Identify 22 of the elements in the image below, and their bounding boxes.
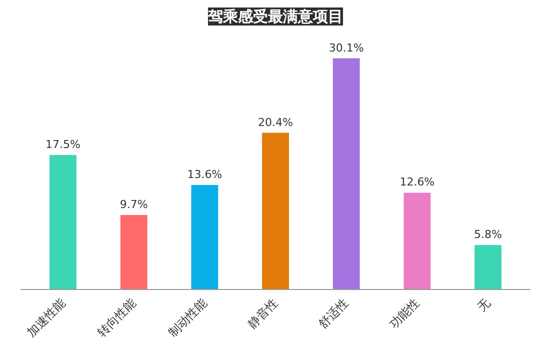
- bar: [332, 58, 360, 290]
- x-tick-label: 无: [474, 296, 493, 314]
- x-tick-label: 功能性: [386, 296, 422, 331]
- data-label: 13.6%: [187, 168, 222, 182]
- x-tick-label: 舒适性: [316, 296, 352, 331]
- bar: [262, 132, 289, 290]
- bar: [50, 155, 76, 290]
- data-label: 30.1%: [328, 41, 364, 54]
- bar: [120, 214, 148, 290]
- x-tick-label: 加速性能: [24, 296, 68, 340]
- x-tick-label: 静音性: [245, 296, 280, 331]
- data-label: 20.4%: [258, 116, 293, 129]
- bar: [191, 185, 218, 290]
- x-tick-label: 转向性能: [94, 296, 139, 340]
- x-tick-label: 制动性能: [166, 296, 210, 340]
- bar: [404, 192, 431, 290]
- data-label: 17.5%: [46, 138, 80, 152]
- data-label: 12.6%: [400, 176, 435, 189]
- data-label: 5.8%: [474, 228, 502, 241]
- chart-title: 驾乘感受最满意项目: [207, 8, 343, 26]
- data-label: 9.7%: [120, 198, 148, 211]
- bar: [474, 244, 502, 290]
